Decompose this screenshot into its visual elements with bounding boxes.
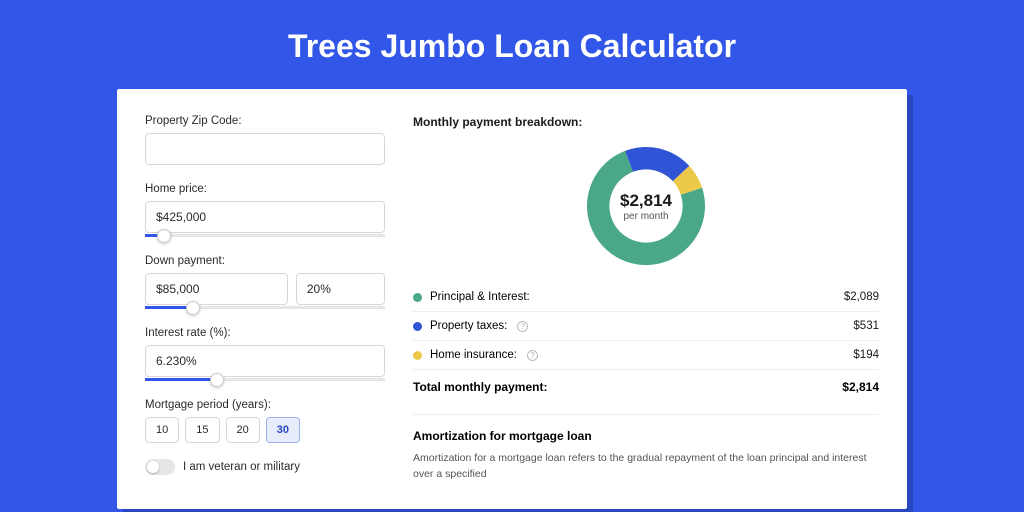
down-payment-slider[interactable] [145,306,385,309]
down-payment-field: Down payment: [145,255,385,309]
form-column: Property Zip Code: Home price: Down paym… [145,115,385,483]
amortization-title: Amortization for mortgage loan [413,429,879,443]
down-payment-input[interactable] [145,273,288,305]
interest-rate-slider[interactable] [145,378,385,381]
zip-label: Property Zip Code: [145,115,385,127]
legend-label: Principal & Interest: [430,291,530,303]
total-value: $2,814 [842,380,879,394]
down-payment-pct-input[interactable] [296,273,385,305]
calculator-card: Property Zip Code: Home price: Down paym… [117,89,907,509]
down-payment-label: Down payment: [145,255,385,267]
info-icon[interactable]: ? [517,321,528,332]
donut-center-amount: $2,814 [620,191,672,211]
period-option-10[interactable]: 10 [145,417,179,443]
breakdown-title: Monthly payment breakdown: [413,115,879,129]
mortgage-period-field: Mortgage period (years): 1015 2030 [145,399,385,443]
legend-row: Property taxes:? $531 [413,312,879,341]
period-option-15[interactable]: 15 [185,417,219,443]
donut-chart-wrap: $2,814 per month [413,139,879,283]
total-label: Total monthly payment: [413,380,547,394]
total-row: Total monthly payment: $2,814 [413,369,879,408]
zip-input[interactable] [145,133,385,165]
legend-value: $531 [853,320,879,332]
interest-rate-input[interactable] [145,345,385,377]
interest-rate-field: Interest rate (%): [145,327,385,381]
home-price-field: Home price: [145,183,385,237]
veteran-toggle[interactable] [145,459,175,475]
veteran-toggle-label: I am veteran or military [183,461,300,473]
interest-rate-label: Interest rate (%): [145,327,385,339]
mortgage-period-label: Mortgage period (years): [145,399,385,411]
donut-chart: $2,814 per month [587,147,705,265]
home-price-input[interactable] [145,201,385,233]
home-price-label: Home price: [145,183,385,195]
info-icon[interactable]: ? [527,350,538,361]
donut-center-sub: per month [623,211,668,222]
legend-value: $2,089 [844,291,879,303]
legend-value: $194 [853,349,879,361]
legend-row: Principal & Interest: $2,089 [413,283,879,312]
legend-label: Home insurance: [430,349,517,361]
divider [413,414,879,415]
period-option-20[interactable]: 20 [226,417,260,443]
legend-dot [413,322,422,331]
legend-dot [413,351,422,360]
home-price-slider[interactable] [145,234,385,237]
breakdown-column: Monthly payment breakdown: $2,814 per mo… [413,115,879,483]
page-title: Trees Jumbo Loan Calculator [0,0,1024,89]
zip-field: Property Zip Code: [145,115,385,165]
legend-row: Home insurance:? $194 [413,341,879,369]
legend-label: Property taxes: [430,320,507,332]
legend-dot [413,293,422,302]
amortization-text: Amortization for a mortgage loan refers … [413,451,879,483]
veteran-toggle-row: I am veteran or military [145,459,385,475]
period-option-30[interactable]: 30 [266,417,300,443]
